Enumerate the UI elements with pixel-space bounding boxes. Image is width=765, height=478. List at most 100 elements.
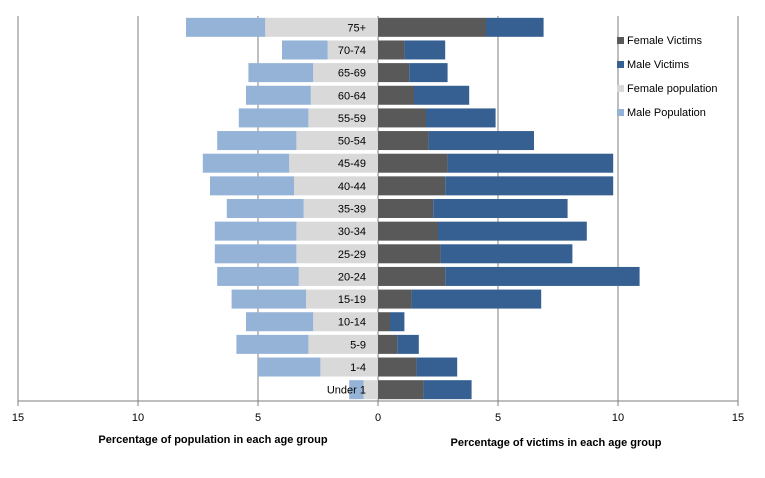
age-label-65-69: 65-69 (338, 68, 366, 80)
bar-female-victims-40-44 (378, 176, 446, 196)
age-label-10-14: 10-14 (338, 317, 366, 329)
bar-male-population-under-1 (349, 380, 364, 400)
bar-female-victims-25-29 (378, 244, 441, 264)
tick-label-right-0: 0 (375, 412, 381, 424)
bar-female-population-60-64 (310, 85, 378, 105)
bar-female-victims-45-49 (378, 153, 448, 173)
bar-male-population-40-44 (210, 176, 294, 196)
age-label-55-59: 55-59 (338, 113, 366, 125)
bar-male-population-65-69 (248, 63, 314, 83)
bar-female-population-15-19 (306, 289, 378, 309)
bar-male-population-50-54 (217, 131, 297, 151)
bar-female-victims-30-34 (378, 221, 438, 241)
legend-swatch-female-population (617, 85, 624, 92)
bar-male-population-25-29 (214, 244, 297, 264)
bar-female-population-20-24 (298, 266, 378, 286)
axis-layer: 15 10 5 0 5 10 15 (12, 400, 744, 424)
bar-female-victims-1-4 (378, 357, 417, 377)
legend-label-male-victims: Male Victims (627, 59, 690, 71)
bar-male-population-10-14 (246, 312, 314, 332)
bar-female-victims-15-19 (378, 289, 412, 309)
bar-female-population-under-1 (363, 380, 378, 400)
age-label-40-44: 40-44 (338, 181, 366, 193)
bar-male-victims-40-44 (445, 176, 614, 196)
legend: Female Victims Male Victims Female populat… (617, 35, 718, 119)
age-label-45-49: 45-49 (338, 158, 366, 170)
bar-female-victims-65-69 (378, 63, 410, 83)
bar-female-population-40-44 (294, 176, 378, 196)
bar-male-victims-60-64 (414, 85, 470, 105)
tick-label-right-15: 15 (732, 412, 744, 424)
bar-male-population-1-4 (258, 357, 321, 377)
bar-male-victims-65-69 (409, 63, 448, 83)
age-label-5-9: 5-9 (350, 339, 366, 351)
age-label-75: 75+ (347, 22, 366, 34)
age-label-20-24: 20-24 (338, 271, 366, 283)
bar-male-population-35-39 (226, 199, 304, 218)
bar-female-population-55-59 (308, 108, 378, 128)
bar-female-population-45-49 (289, 153, 378, 173)
legend-swatch-male-victims (617, 61, 624, 68)
bar-female-population-10-14 (313, 312, 378, 332)
legend-label-male-population: Male Population (627, 107, 706, 119)
age-label-under-1: Under 1 (327, 385, 366, 397)
left-axis-title: Percentage of population in each age gro… (98, 434, 327, 446)
legend-label-female-victims: Female Victims (627, 35, 702, 47)
bar-female-victims-10-14 (378, 312, 390, 332)
bar-female-victims-60-64 (378, 85, 414, 105)
bars-layer (186, 17, 640, 400)
bar-female-victims-20-24 (378, 266, 446, 286)
bar-male-population-15-19 (231, 289, 306, 309)
bar-female-victims-35-39 (378, 199, 434, 218)
bar-male-population-70-74 (282, 40, 328, 60)
age-label-70-74: 70-74 (338, 45, 366, 57)
bar-male-population-30-34 (214, 221, 297, 241)
age-label-35-39: 35-39 (338, 204, 366, 216)
legend-label-female-population: Female population (627, 83, 718, 95)
age-label-25-29: 25-29 (338, 249, 366, 261)
bar-female-population-75 (265, 17, 378, 37)
age-labels-layer: Under 1 1-4 5-9 10-14 15-19 20-24 25-29 30-34 35… (327, 22, 366, 396)
tick-label-left-5: 5 (255, 412, 261, 424)
age-label-60-64: 60-64 (338, 90, 366, 102)
age-label-50-54: 50-54 (338, 136, 366, 148)
bar-female-population-35-39 (303, 199, 378, 218)
bar-female-population-5-9 (308, 334, 378, 354)
bar-female-population-25-29 (296, 244, 378, 264)
bar-female-victims-under-1 (378, 380, 424, 400)
bar-male-victims-under-1 (423, 380, 472, 400)
bar-male-victims-30-34 (438, 221, 587, 241)
tick-label-left-10: 10 (132, 412, 144, 424)
bar-male-victims-5-9 (397, 334, 419, 354)
legend-swatch-male-population (617, 109, 624, 116)
age-label-30-34: 30-34 (338, 226, 366, 238)
bar-male-population-45-49 (202, 153, 290, 173)
bar-male-victims-25-29 (440, 244, 573, 264)
bar-male-victims-70-74 (404, 40, 446, 60)
bar-female-population-50-54 (296, 131, 378, 151)
bar-female-population-70-74 (327, 40, 378, 60)
bar-male-victims-1-4 (416, 357, 458, 377)
bar-male-victims-75 (486, 17, 544, 37)
bar-female-population-30-34 (296, 221, 378, 241)
bar-male-victims-20-24 (445, 266, 640, 286)
bar-female-victims-70-74 (378, 40, 405, 60)
tick-label-right-5: 5 (495, 412, 501, 424)
bar-male-victims-55-59 (426, 108, 496, 128)
bar-male-population-60-64 (246, 85, 311, 105)
tick-label-left-15: 15 (12, 412, 24, 424)
bar-male-population-20-24 (217, 266, 299, 286)
bar-female-victims-75 (378, 17, 486, 37)
right-axis-title: Percentage of victims in each age group (451, 437, 662, 449)
bar-female-victims-50-54 (378, 131, 429, 151)
bar-male-population-5-9 (236, 334, 309, 354)
bar-male-population-55-59 (238, 108, 309, 128)
legend-swatch-female-victims (617, 37, 624, 44)
bar-female-victims-5-9 (378, 334, 398, 354)
age-label-1-4: 1-4 (350, 362, 366, 374)
tick-label-right-10: 10 (612, 412, 624, 424)
bar-male-victims-50-54 (428, 131, 534, 151)
bar-female-population-65-69 (313, 63, 378, 83)
bar-female-victims-55-59 (378, 108, 426, 128)
